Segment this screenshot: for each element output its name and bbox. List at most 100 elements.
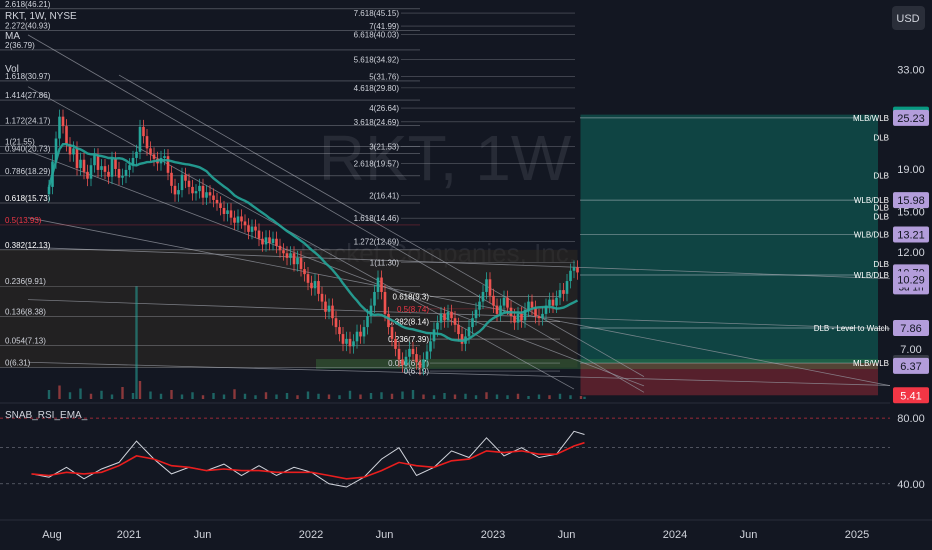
currency-button[interactable] [892, 6, 925, 30]
fib-label: 0.054(7.13) [5, 337, 46, 346]
candle-body [250, 226, 254, 232]
candle-body [243, 221, 247, 226]
fib-label: 1.414(27.86) [5, 91, 51, 100]
volume-bar [317, 393, 320, 399]
oscillator-axis-tick: 40.00 [897, 479, 925, 491]
oscillator-label: SNAB_RSI_EMA_ [5, 410, 88, 421]
time-axis-label: Jun [194, 529, 212, 541]
candle-body [61, 116, 65, 127]
price-label-text: 13.21 [897, 229, 925, 241]
volume-bar [233, 389, 236, 399]
indicator-ma-label[interactable]: MA [5, 31, 20, 42]
candle-body [201, 185, 205, 198]
candle-body [145, 136, 149, 149]
candle-body [453, 318, 457, 325]
level-tag: WLB/DLB [854, 196, 889, 205]
price-axis-tick: 19.00 [897, 164, 925, 176]
candle-body [555, 297, 558, 306]
volume-bar [264, 392, 268, 399]
fib-ext-label: 6.618(40.03) [354, 31, 400, 40]
level-tag: DLB [873, 172, 889, 181]
fib-label: 0.5(13.93) [5, 216, 42, 225]
candles-layer [47, 109, 579, 376]
fib-ext-label: 4(26.64) [369, 104, 399, 113]
price-label-text: 7.86 [900, 323, 921, 335]
candle-body [523, 309, 527, 321]
candle-body [233, 217, 236, 223]
candle-body [135, 151, 138, 158]
candle-body [362, 327, 366, 337]
candle-body [408, 348, 411, 357]
price-axis[interactable]: 33.0019.0015.0012.007.0025.6925.2315.981… [890, 36, 932, 491]
fib-retrace-label: 0.236(7.39) [388, 335, 429, 344]
level-tag: MLB/WLB [853, 359, 889, 368]
fib-retrace-label: 0.618(9.3) [393, 293, 430, 302]
volume-bar [422, 394, 425, 399]
currency-button-label[interactable]: USD [896, 13, 919, 25]
candle-body [278, 245, 282, 251]
trend-line [27, 150, 645, 387]
volume-bar [47, 390, 51, 399]
candle-body [121, 175, 124, 178]
candle-body [313, 281, 317, 289]
fib-ext-label: 2.618(19.57) [354, 160, 400, 169]
fib-label: 0(6.31) [5, 359, 31, 368]
candle-body [170, 172, 173, 186]
candle-body [264, 237, 268, 245]
support-band [316, 359, 878, 370]
trend-line [118, 74, 645, 377]
candle-body [450, 311, 453, 319]
candle-body [271, 238, 275, 243]
trendlines-layer [27, 34, 925, 393]
level-tag: MLB/WLB [853, 114, 889, 123]
volume-bar [527, 396, 530, 399]
candle-body [345, 338, 348, 344]
fib-label: 2(36.79) [5, 41, 35, 50]
volume-bar [443, 393, 446, 399]
volume-bar [380, 392, 383, 399]
candle-body [338, 327, 341, 335]
candle-body [219, 203, 222, 208]
volume-bar [222, 394, 226, 399]
candle-body [191, 186, 194, 194]
trend-line [27, 246, 907, 280]
candle-body [562, 290, 565, 294]
target-zone [580, 114, 878, 364]
time-axis-label: 2022 [299, 529, 323, 541]
candle-body [149, 148, 152, 155]
fib-retrace-label: 0(6.19) [404, 367, 430, 376]
candle-body [366, 316, 369, 328]
candle-body [215, 199, 219, 204]
candle-body [82, 159, 86, 172]
volume-bar [243, 393, 247, 399]
volume-bar [583, 396, 586, 399]
volume-bar [548, 395, 551, 399]
candle-body [425, 351, 429, 360]
candle-body [520, 313, 523, 321]
time-axis[interactable]: Aug 2021 Jun 2022 Jun 2023 Jun 2024 Jun 2025 [0, 519, 932, 541]
candle-body [324, 301, 327, 312]
volume-bar [327, 394, 331, 399]
candle-body [572, 267, 576, 271]
candle-body [373, 291, 376, 306]
volume-bar [506, 395, 509, 399]
volume-bar [79, 388, 82, 399]
volume-bar [495, 394, 499, 399]
indicator-vol-label[interactable]: Vol [5, 64, 19, 75]
candle-body [397, 348, 401, 360]
candle-body [422, 359, 425, 368]
candle-body [576, 267, 579, 273]
fib-label: 0.618(15.73) [5, 194, 51, 203]
candle-body [499, 305, 502, 314]
volume-bar [464, 393, 467, 399]
candle-body [527, 301, 530, 310]
time-axis-label: 2023 [481, 529, 505, 541]
time-axis-label: Jun [740, 529, 758, 541]
fib-label: 2.272(40.93) [5, 22, 51, 31]
fib-label: 0.382(12.13) [5, 241, 51, 250]
candle-body [320, 293, 324, 302]
price-label-badge [893, 109, 929, 126]
fib-ext-label: 7.618(45.15) [354, 9, 400, 18]
candle-body [327, 305, 331, 312]
